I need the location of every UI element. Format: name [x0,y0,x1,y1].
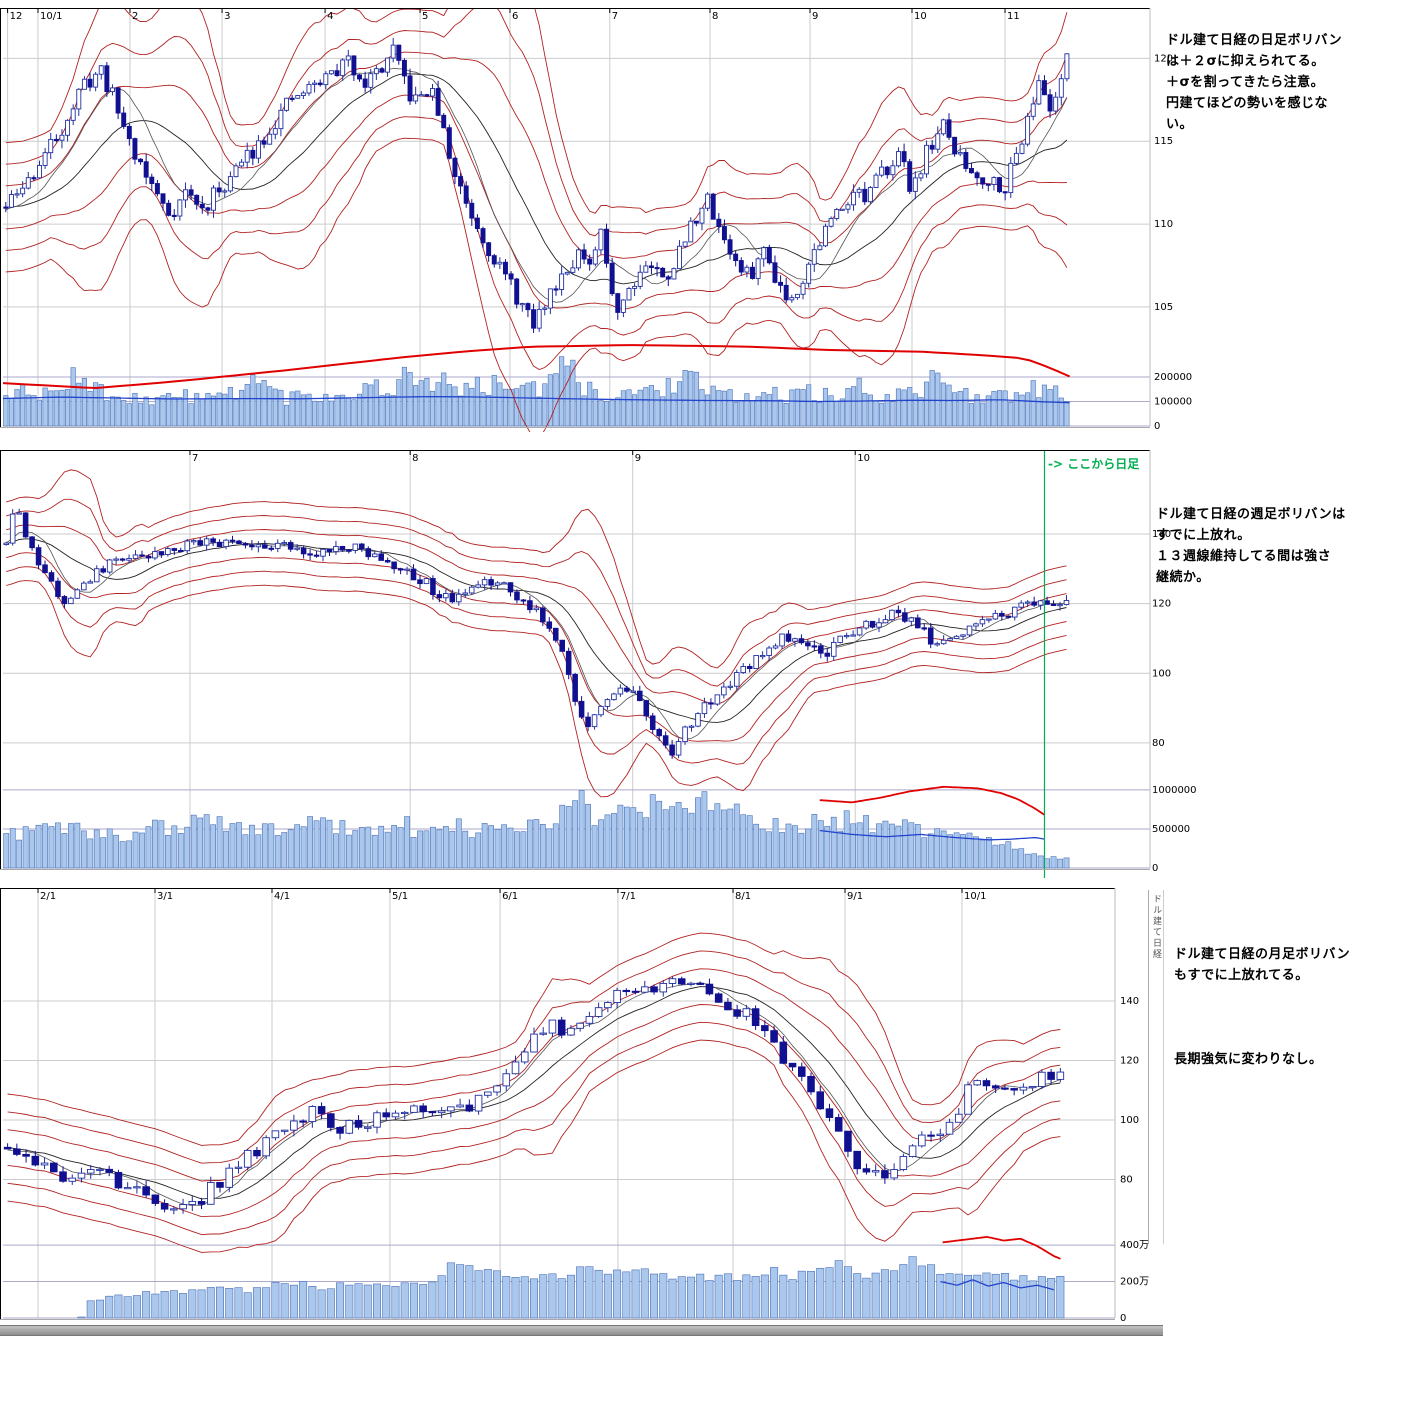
svg-text:10: 10 [914,11,927,22]
daily-start-marker: -> ここから日足 [1048,457,1140,471]
svg-text:4: 4 [327,11,333,22]
svg-text:5: 5 [422,11,428,22]
svg-text:11: 11 [1007,11,1020,22]
svg-text:9/1: 9/1 [847,891,863,902]
svg-text:0: 0 [1152,863,1158,874]
svg-text:8: 8 [712,11,718,22]
svg-text:9: 9 [812,11,818,22]
svg-text:2: 2 [132,11,138,22]
svg-text:80: 80 [1120,1174,1133,1185]
svg-text:3: 3 [224,11,230,22]
monthly-candlestick-chart: 2/1 3/1 4/1 5/1 6/1 7/1 8/1 9/1 10/1 140 120 100 80 4… [0,888,1149,1324]
svg-text:140: 140 [1152,529,1171,540]
svg-text:120: 120 [1152,599,1171,610]
svg-text:8: 8 [412,453,418,464]
svg-text:4/1: 4/1 [274,891,290,902]
weekly-annotation: ドル建て日経の週足ボリバンは すでに上放れ。 １３週線維持してる間は強さ 継続か… [1156,507,1346,585]
svg-text:115: 115 [1154,136,1173,147]
weekly-candlestick-chart: 7 8 9 10 140 120 100 80 1000000 500000 0 [0,450,1197,878]
svg-text:100000: 100000 [1154,396,1192,407]
svg-text:10: 10 [857,453,870,464]
svg-text:80: 80 [1152,738,1165,749]
svg-text:140: 140 [1120,996,1139,1007]
svg-text:500000: 500000 [1152,824,1190,835]
svg-text:7: 7 [612,11,618,22]
chart-title-strip: ドル建て日経 [1148,890,1164,1244]
svg-text:120: 120 [1154,53,1173,64]
svg-text:9: 9 [635,453,641,464]
monthly-annotation: ドル建て日経の月足ボリバン もすでに上放れてる。 長期強気に変わりなし。 [1174,947,1351,1067]
svg-text:6/1: 6/1 [502,891,518,902]
svg-text:400万: 400万 [1120,1240,1149,1251]
svg-text:2/1: 2/1 [40,891,56,902]
svg-text:0: 0 [1120,1313,1126,1324]
svg-text:200万: 200万 [1120,1277,1149,1288]
svg-text:7: 7 [192,453,198,464]
svg-text:120: 120 [1120,1056,1139,1067]
daily-annotation: ドル建て日経の日足ボリバン は＋２σに抑えられてる。 ＋σを割ってきたら注意。 … [1166,33,1343,132]
daily-candlestick-chart: 12 10/1 2 3 4 5 6 7 8 9 10 11 120 115 110 105 200000 1000… [0,8,1192,432]
svg-text:110: 110 [1154,219,1173,230]
horizontal-scrollbar[interactable] [0,1325,1163,1336]
svg-text:5/1: 5/1 [392,891,408,902]
svg-text:10/1: 10/1 [964,891,986,902]
svg-text:0: 0 [1154,421,1160,432]
svg-text:100: 100 [1152,668,1171,679]
svg-text:1000000: 1000000 [1152,785,1197,796]
svg-text:3/1: 3/1 [157,891,173,902]
svg-text:6: 6 [512,11,518,22]
svg-text:100: 100 [1120,1115,1139,1126]
svg-text:12: 12 [10,11,23,22]
svg-text:7/1: 7/1 [620,891,636,902]
svg-text:105: 105 [1154,302,1173,313]
svg-text:10/1: 10/1 [40,11,62,22]
svg-text:200000: 200000 [1154,372,1192,383]
svg-text:8/1: 8/1 [735,891,751,902]
